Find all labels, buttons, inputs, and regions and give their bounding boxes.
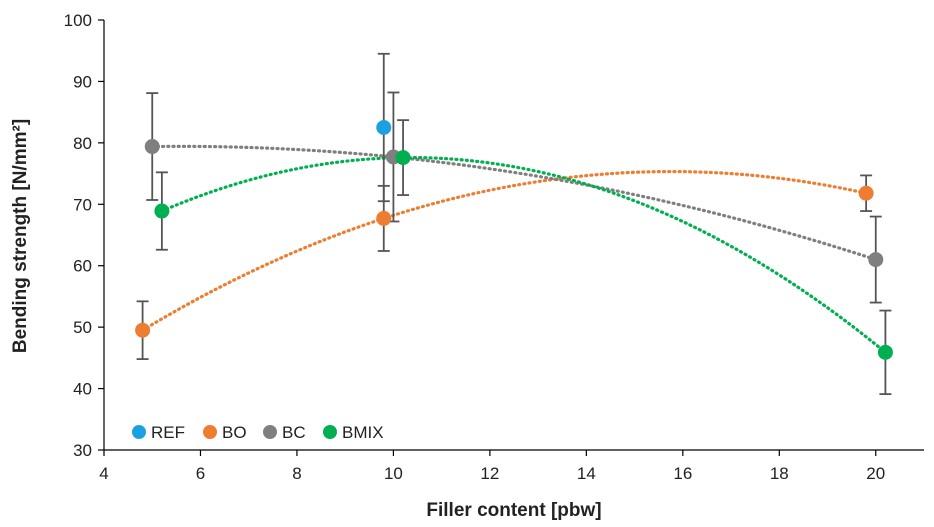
legend-label-bo: BO (222, 423, 247, 442)
x-tick-label: 18 (770, 464, 789, 483)
data-point-bc (144, 139, 160, 155)
y-tick-label: 40 (73, 380, 92, 399)
data-point-bmix (395, 150, 411, 166)
data-point-bc (868, 252, 884, 268)
y-tick-label: 50 (73, 318, 92, 337)
axes: 30 40 50 60 70 80 90 100 4 6 8 10 12 14 16 18 20 (64, 11, 924, 483)
error-bars (136, 52, 892, 396)
y-tick-label: 60 (73, 257, 92, 276)
data-point-bmix (154, 203, 170, 219)
data-point-ref (376, 120, 392, 135)
data-point-bo (376, 210, 392, 226)
legend-marker-bo (203, 425, 217, 439)
data-point-bmix (877, 344, 893, 360)
x-axis-title: Filler content [pbw] (426, 500, 601, 521)
legend-item-ref: REF (132, 423, 185, 442)
y-tick-label: 90 (73, 72, 92, 91)
x-tick-label: 20 (866, 464, 885, 483)
y-tick-label: 30 (73, 441, 92, 460)
data-point-bo (858, 185, 874, 201)
y-axis-title: Bending strength [N/mm²] (10, 119, 31, 353)
legend-marker-ref (132, 425, 146, 439)
y-tick-label: 70 (73, 195, 92, 214)
x-tick-label: 14 (577, 464, 596, 483)
legend: REF BO BC BMIX (132, 423, 384, 442)
data-point-bo (135, 322, 151, 338)
legend-marker-bc (263, 425, 277, 439)
x-tick-label: 4 (99, 464, 108, 483)
data-points (135, 120, 893, 360)
y-tick-label: 80 (73, 134, 92, 153)
legend-marker-bmix (323, 425, 337, 439)
legend-label-bc: BC (282, 423, 306, 442)
x-tick-label: 16 (673, 464, 692, 483)
legend-label-ref: REF (151, 423, 185, 442)
x-tick-label: 6 (196, 464, 205, 483)
trendlines (140, 144, 888, 354)
legend-label-bmix: BMIX (342, 423, 384, 442)
trendline-bmix (160, 155, 888, 354)
trendline-bc (150, 144, 878, 262)
legend-item-bc: BC (263, 423, 306, 442)
x-tick-label: 8 (292, 464, 301, 483)
x-tick-label: 12 (480, 464, 499, 483)
legend-item-bmix: BMIX (323, 423, 384, 442)
legend-item-bo: BO (203, 423, 247, 442)
trendline-bo (140, 169, 868, 332)
y-tick-label: 100 (64, 11, 92, 30)
x-tick-label: 10 (384, 464, 403, 483)
